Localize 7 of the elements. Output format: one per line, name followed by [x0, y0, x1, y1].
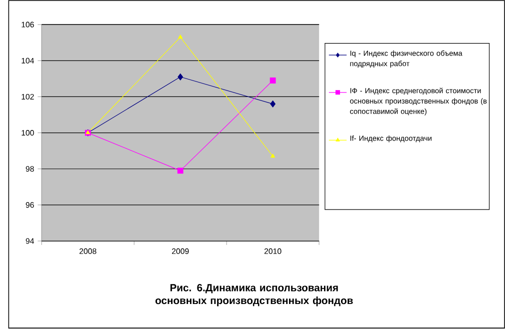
point — [178, 74, 184, 81]
point — [177, 168, 184, 174]
point — [270, 78, 276, 84]
point — [270, 154, 275, 158]
text: Рис. 6.Динамика использования основных производственных фондов — [155, 284, 353, 306]
point — [178, 34, 183, 39]
point — [270, 100, 276, 108]
